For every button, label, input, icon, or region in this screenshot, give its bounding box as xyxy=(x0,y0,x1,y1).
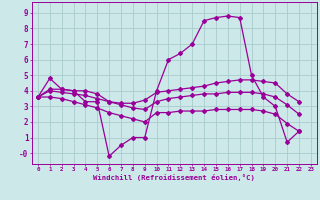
X-axis label: Windchill (Refroidissement éolien,°C): Windchill (Refroidissement éolien,°C) xyxy=(93,174,255,181)
